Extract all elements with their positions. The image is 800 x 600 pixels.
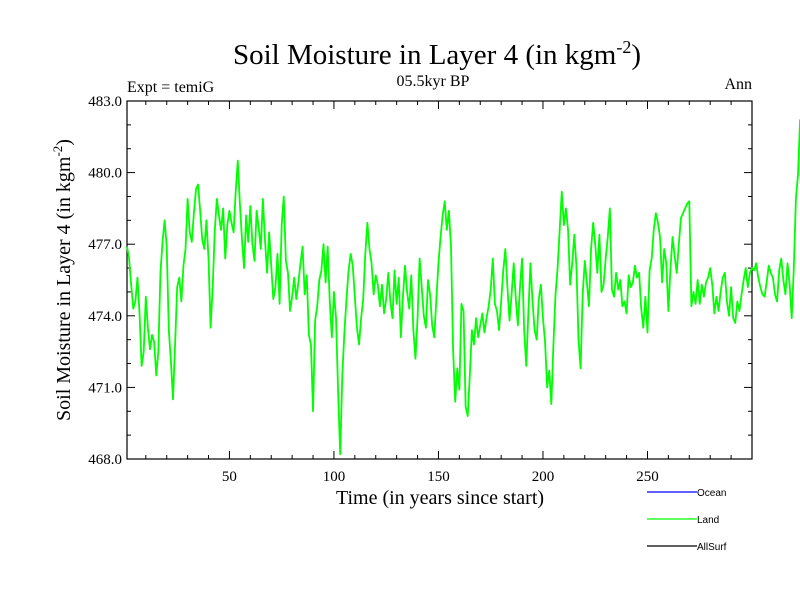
season-label: Ann bbox=[724, 76, 752, 93]
experiment-label: Expt = temiG bbox=[127, 79, 215, 96]
x-tick-label: 150 bbox=[427, 469, 450, 485]
x-tick-label: 200 bbox=[532, 469, 555, 485]
axis-ticks bbox=[127, 101, 752, 459]
legend-allsurf-label: AllSurf bbox=[697, 542, 727, 553]
legend-ocean-label: Ocean bbox=[697, 488, 726, 499]
y-tick-label: 483.0 bbox=[88, 94, 122, 110]
x-axis-label: Time (in years since start) bbox=[336, 487, 544, 509]
legend-land-label: Land bbox=[697, 515, 719, 526]
x-tick-label: 250 bbox=[636, 469, 659, 485]
chart-title: Soil Moisture in Layer 4 (in kgm-2) bbox=[233, 37, 641, 71]
x-tick-label: 100 bbox=[323, 469, 346, 485]
land-series-line bbox=[126, 119, 800, 456]
y-tick-label: 480.0 bbox=[88, 166, 122, 182]
legend: Ocean Land AllSurf bbox=[647, 488, 727, 553]
y-tick-label: 468.0 bbox=[88, 452, 122, 468]
axis-tick-labels: 50 100 150 200 250 468.0 471.0 474.0 477.0 480.0 4… bbox=[88, 94, 658, 485]
chart-subtitle: 05.5kyr BP bbox=[397, 73, 470, 90]
y-tick-label: 474.0 bbox=[88, 309, 122, 325]
y-tick-label: 471.0 bbox=[88, 380, 122, 396]
y-axis-label: Soil Moisture in Layer 4 (in kgm-2) bbox=[50, 139, 75, 421]
x-tick-label: 50 bbox=[222, 469, 237, 485]
plot-frame bbox=[126, 100, 753, 460]
y-tick-label: 477.0 bbox=[88, 237, 122, 253]
